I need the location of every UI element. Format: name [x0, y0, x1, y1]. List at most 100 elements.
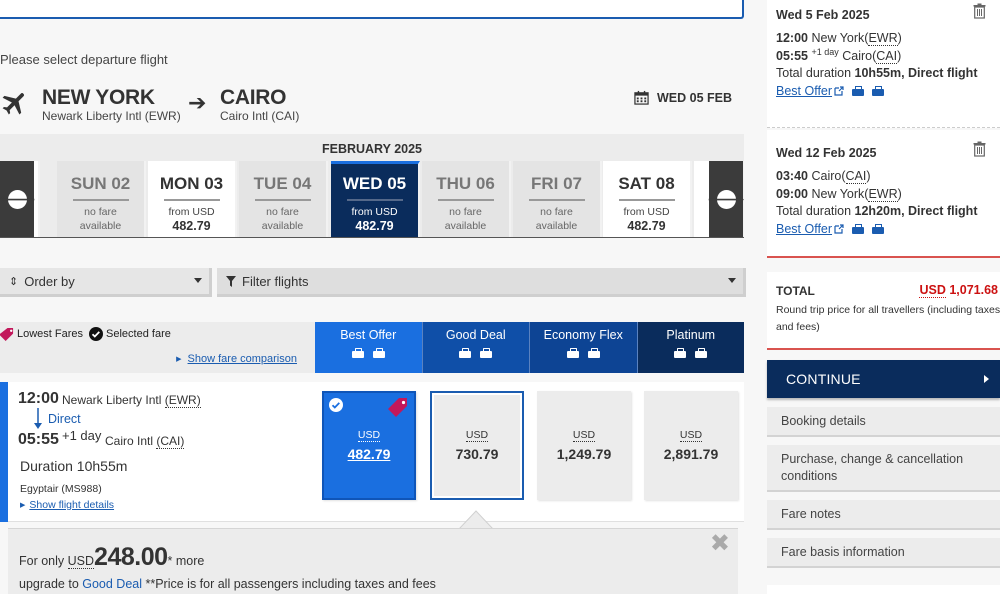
- date-carousel: FEBRUARY 2025 🡐 SUN 02 no fare available…: [0, 134, 745, 238]
- bag-icon: [587, 348, 600, 358]
- bag-icon: [852, 85, 865, 96]
- fare-option-economy-flex[interactable]: USD 1,249.79: [537, 391, 631, 500]
- month-title: FEBRUARY 2025: [321, 142, 423, 156]
- fare-details-link[interactable]: Best Offer: [776, 221, 833, 236]
- return-trip-summary: Wed 12 Feb 2025 03:40 Cairo(CAI) 09:00 N…: [767, 130, 1000, 258]
- search-summary-box[interactable]: [0, 0, 744, 19]
- selected-row-indicator: [0, 382, 8, 522]
- destination: CAIRO Cairo Intl (CAI): [220, 86, 299, 123]
- fare-option-platinum[interactable]: USD 2,891.79: [644, 391, 738, 500]
- bag-icon: [872, 223, 885, 234]
- stops-label: Direct: [48, 412, 81, 426]
- legend-selected-fare: Selected fare: [106, 328, 171, 340]
- trip-date: Wed 5 Feb 2025: [776, 8, 870, 22]
- travel-date[interactable]: WED 05 FEB: [634, 90, 732, 105]
- bag-icon: [372, 348, 385, 358]
- arrival-airport: Cairo Intl (CAI): [105, 434, 185, 449]
- total-price: USD 1,071.68: [919, 283, 998, 298]
- route-header: NEW YORK Newark Liberty Intl (EWR) ➔ CAI…: [0, 86, 744, 126]
- flight-row: 12:00 Newark Liberty Intl (EWR) Direct 0…: [0, 382, 744, 522]
- trash-icon[interactable]: [973, 3, 986, 19]
- outbound-trip-summary: Wed 5 Feb 2025 12:00 New York(EWR) 05:55…: [767, 0, 1000, 128]
- origin-airport: Newark Liberty Intl (EWR): [42, 109, 181, 123]
- day-list: 🡐 SUN 02 no fare available MON 03 from U…: [0, 161, 745, 237]
- fare-legend: Lowest Fares Selected fare ▶ Show fare co…: [0, 322, 315, 373]
- show-flight-details-link[interactable]: ▶ Show flight details: [20, 499, 115, 511]
- plane-icon: [2, 93, 24, 115]
- caret-right-icon: [984, 375, 989, 383]
- booking-summary-sidebar: Wed 5 Feb 2025 12:00 New York(EWR) 05:55…: [767, 0, 1000, 594]
- fare-option-good-deal[interactable]: USD 730.79: [430, 391, 524, 500]
- fare-head-best-offer[interactable]: Best Offer: [315, 322, 423, 373]
- total-note: Round trip price for all travellers (inc…: [776, 304, 1000, 333]
- carrier-label: Egyptair (MS988): [20, 483, 102, 495]
- day-sat-08[interactable]: SAT 08 from USD 482.79: [603, 161, 692, 237]
- arrow-right-icon: ➔: [188, 90, 207, 115]
- caret-right-icon: ▶: [176, 356, 182, 363]
- arrow-right-circle-icon: 🡒: [707, 189, 745, 209]
- calendar-icon: [634, 90, 649, 105]
- bag-icon: [351, 348, 364, 358]
- filter-flights-select[interactable]: Filter flights: [217, 268, 746, 297]
- plus-day-label: +1 day: [62, 428, 102, 443]
- filter-label: Filter flights: [242, 273, 309, 289]
- travel-date-label: WED 05 FEB: [656, 90, 732, 105]
- trip-date: Wed 12 Feb 2025: [776, 146, 877, 160]
- bag-icon: [674, 348, 687, 358]
- check-circle-icon: [89, 327, 104, 341]
- arrival-time: 05:55: [18, 431, 59, 448]
- show-fare-comparison-link[interactable]: ▶ Show fare comparison: [176, 353, 297, 365]
- arrow-down-icon: [34, 408, 42, 429]
- fare-notes-section[interactable]: Fare notes: [767, 500, 1000, 530]
- departure-airport: Newark Liberty Intl (EWR): [62, 393, 201, 408]
- destination-city: CAIRO: [220, 86, 287, 109]
- day-wed-05[interactable]: WED 05 from USD 482.79: [331, 161, 420, 237]
- bag-icon: [872, 85, 885, 96]
- origin: NEW YORK Newark Liberty Intl (EWR): [42, 86, 181, 123]
- total-label: TOTAL: [776, 284, 815, 298]
- origin-city: NEW YORK: [42, 86, 155, 109]
- arrow-left-circle-icon: 🡐: [0, 189, 36, 209]
- bag-icon: [480, 348, 493, 358]
- filter-icon: [226, 275, 236, 287]
- order-by-select[interactable]: ⇕ Order by: [0, 268, 212, 297]
- destination-airport: Cairo Intl (CAI): [220, 109, 300, 123]
- departure-time: 12:00: [18, 390, 59, 407]
- fare-option-best-offer[interactable]: USD 482.79: [322, 391, 416, 500]
- bag-icon: [852, 223, 865, 234]
- day-thu-06: THU 06 no fare available: [422, 161, 511, 237]
- price-tag-icon: [0, 327, 14, 341]
- close-icon[interactable]: ✖: [709, 530, 730, 557]
- total-price-box: TOTAL USD 1,071.68 Round trip price for …: [767, 272, 1000, 350]
- purchase-change-cancellation-section[interactable]: Purchase, change & cancellation conditio…: [767, 445, 1000, 492]
- select-departure-prompt: Please select departure flight: [0, 52, 168, 67]
- day-mon-03[interactable]: MON 03 from USD 482.79: [148, 161, 237, 237]
- upgrade-pointer: [459, 510, 493, 529]
- fare-head-platinum[interactable]: Platinum: [637, 322, 744, 373]
- continue-button[interactable]: CONTINUE: [767, 360, 1000, 398]
- prev-days-button[interactable]: 🡐: [0, 161, 36, 237]
- upgrade-description: upgrade to Good Deal **Price is for all …: [19, 577, 436, 591]
- fare-head-good-deal[interactable]: Good Deal: [422, 322, 530, 373]
- legend-lowest-fares: Lowest Fares: [17, 328, 84, 340]
- bag-icon: [566, 348, 579, 358]
- fare-details-link[interactable]: Best Offer: [776, 83, 833, 98]
- fare-head-economy-flex[interactable]: Economy Flex: [530, 322, 638, 373]
- day-tue-04: TUE 04 no fare available: [239, 161, 328, 237]
- bag-icon: [459, 348, 472, 358]
- upgrade-good-deal-link[interactable]: Good Deal: [82, 577, 143, 591]
- external-link-icon: [834, 85, 844, 96]
- fare-basis-information-section[interactable]: Fare basis information: [767, 538, 1000, 568]
- trash-icon[interactable]: [973, 141, 986, 157]
- bag-icon: [695, 348, 708, 358]
- flight-selection-main: Please select departure flight NEW YORK …: [0, 0, 746, 594]
- booking-details-section[interactable]: Booking details: [767, 407, 1000, 437]
- upgrade-price-line: For only USD248.00* more: [19, 543, 205, 571]
- fare-family-headers: Best Offer Good Deal Economy Flex Platin…: [315, 322, 744, 373]
- flight-duration: Duration 10h55m: [20, 458, 128, 474]
- next-days-button[interactable]: 🡒: [707, 161, 745, 237]
- chevron-down-icon: [728, 278, 736, 283]
- check-circle-icon: [329, 398, 343, 412]
- upgrade-offer-panel: ✖ For only USD248.00* more upgrade to Go…: [8, 528, 738, 594]
- caret-right-icon: ▶: [20, 502, 26, 509]
